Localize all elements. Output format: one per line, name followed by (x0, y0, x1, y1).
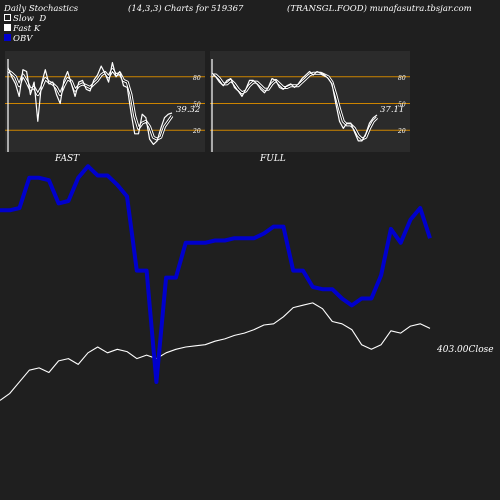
full-series-fast-k (211, 70, 378, 142)
chart-symbol: (TRANSGL.FOOD) munafasutra.tbsjar.com (287, 3, 472, 14)
panel-value-full: 37.11 (380, 105, 404, 115)
close-price-label: 403.00Close (436, 345, 494, 355)
fast-tick-label-80: 80 (193, 75, 201, 82)
fast-series-fast-k (7, 61, 173, 145)
panel-label-fast: FAST (54, 154, 80, 164)
full-stochastic-panel: 20 50 80 (210, 51, 410, 152)
chart-params: (14,3,3) Charts for 519367 (128, 3, 244, 14)
panel-value-fast: 39.32 (176, 105, 200, 115)
full-panel-background (210, 51, 410, 152)
legend-label-slow-d: Slow D (13, 14, 46, 24)
legend-swatch-obv (4, 34, 11, 41)
legend-swatch-fast-k (4, 24, 11, 31)
fast-tick-label-50: 50 (193, 102, 201, 109)
full-tick-label-80: 80 (398, 75, 406, 82)
legend: Slow D Fast K OBV (4, 14, 46, 44)
obv-price-chart (0, 164, 432, 401)
fast-tick-label-20: 20 (192, 128, 201, 135)
panel-label-full: FULL (259, 154, 286, 164)
legend-label-fast-k: Fast K (12, 24, 41, 34)
legend-swatch-slow-d (4, 14, 11, 21)
full-tick-label-50: 50 (398, 102, 406, 109)
full-tick-label-20: 20 (397, 128, 406, 135)
legend-label-obv: OBV (13, 34, 33, 44)
chart-title: Daily Stochastics (3, 4, 79, 14)
fast-stochastic-panel: 20 50 80 (5, 51, 205, 152)
fast-panel-background (5, 51, 205, 152)
obv-line (0, 164, 432, 384)
price-line (0, 302, 431, 401)
full-series-slow-d (212, 72, 378, 140)
